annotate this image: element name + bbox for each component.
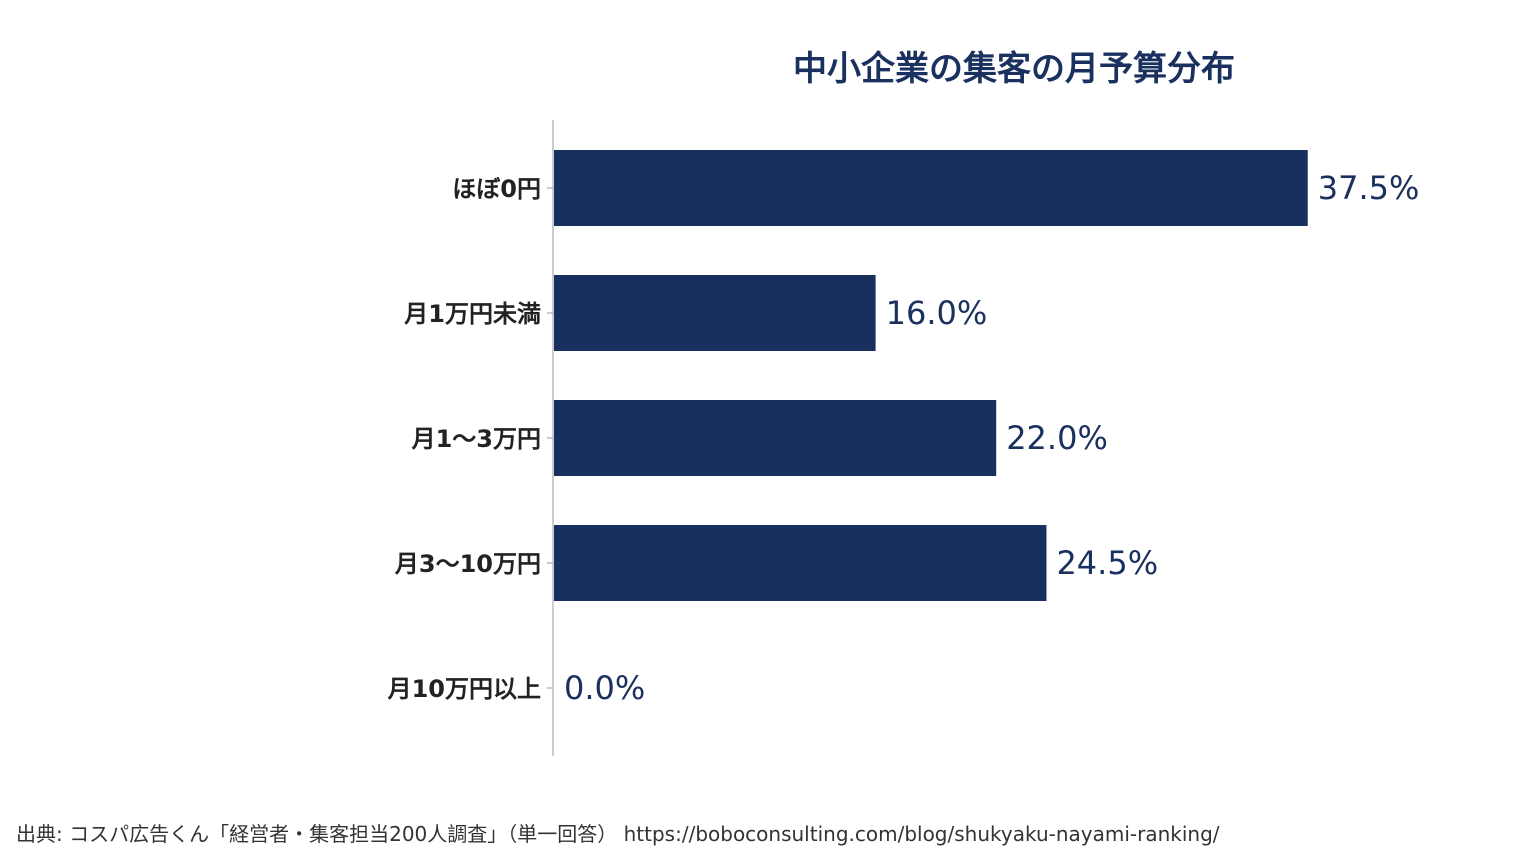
chart-title: 中小企業の集客の月予算分布 [793,49,1235,89]
value-label: 0.0% [564,669,645,707]
value-label: 16.0% [886,294,988,332]
value-label: 37.5% [1318,169,1420,207]
bar-group: ほぼ0円 37.5% 月1万円未満 16.0% 月1〜3万円 22.0% 月3〜10万円 24… [387,150,1420,707]
category-label: 月1〜3万円 [411,425,541,453]
bar [554,525,1047,601]
source-note: 出典: コスパ広告くん「経営者・集客担当200人調査」（単一回答） https:… [16,822,1220,846]
category-label: 月1万円未満 [403,300,541,328]
value-label: 22.0% [1006,419,1108,457]
category-label: 月10万円以上 [387,675,541,703]
category-label: ほぼ0円 [452,175,541,203]
bar [554,400,997,476]
bar [554,150,1308,226]
category-label: 月3〜10万円 [394,550,541,578]
value-label: 24.5% [1056,544,1158,582]
bar [554,275,876,351]
